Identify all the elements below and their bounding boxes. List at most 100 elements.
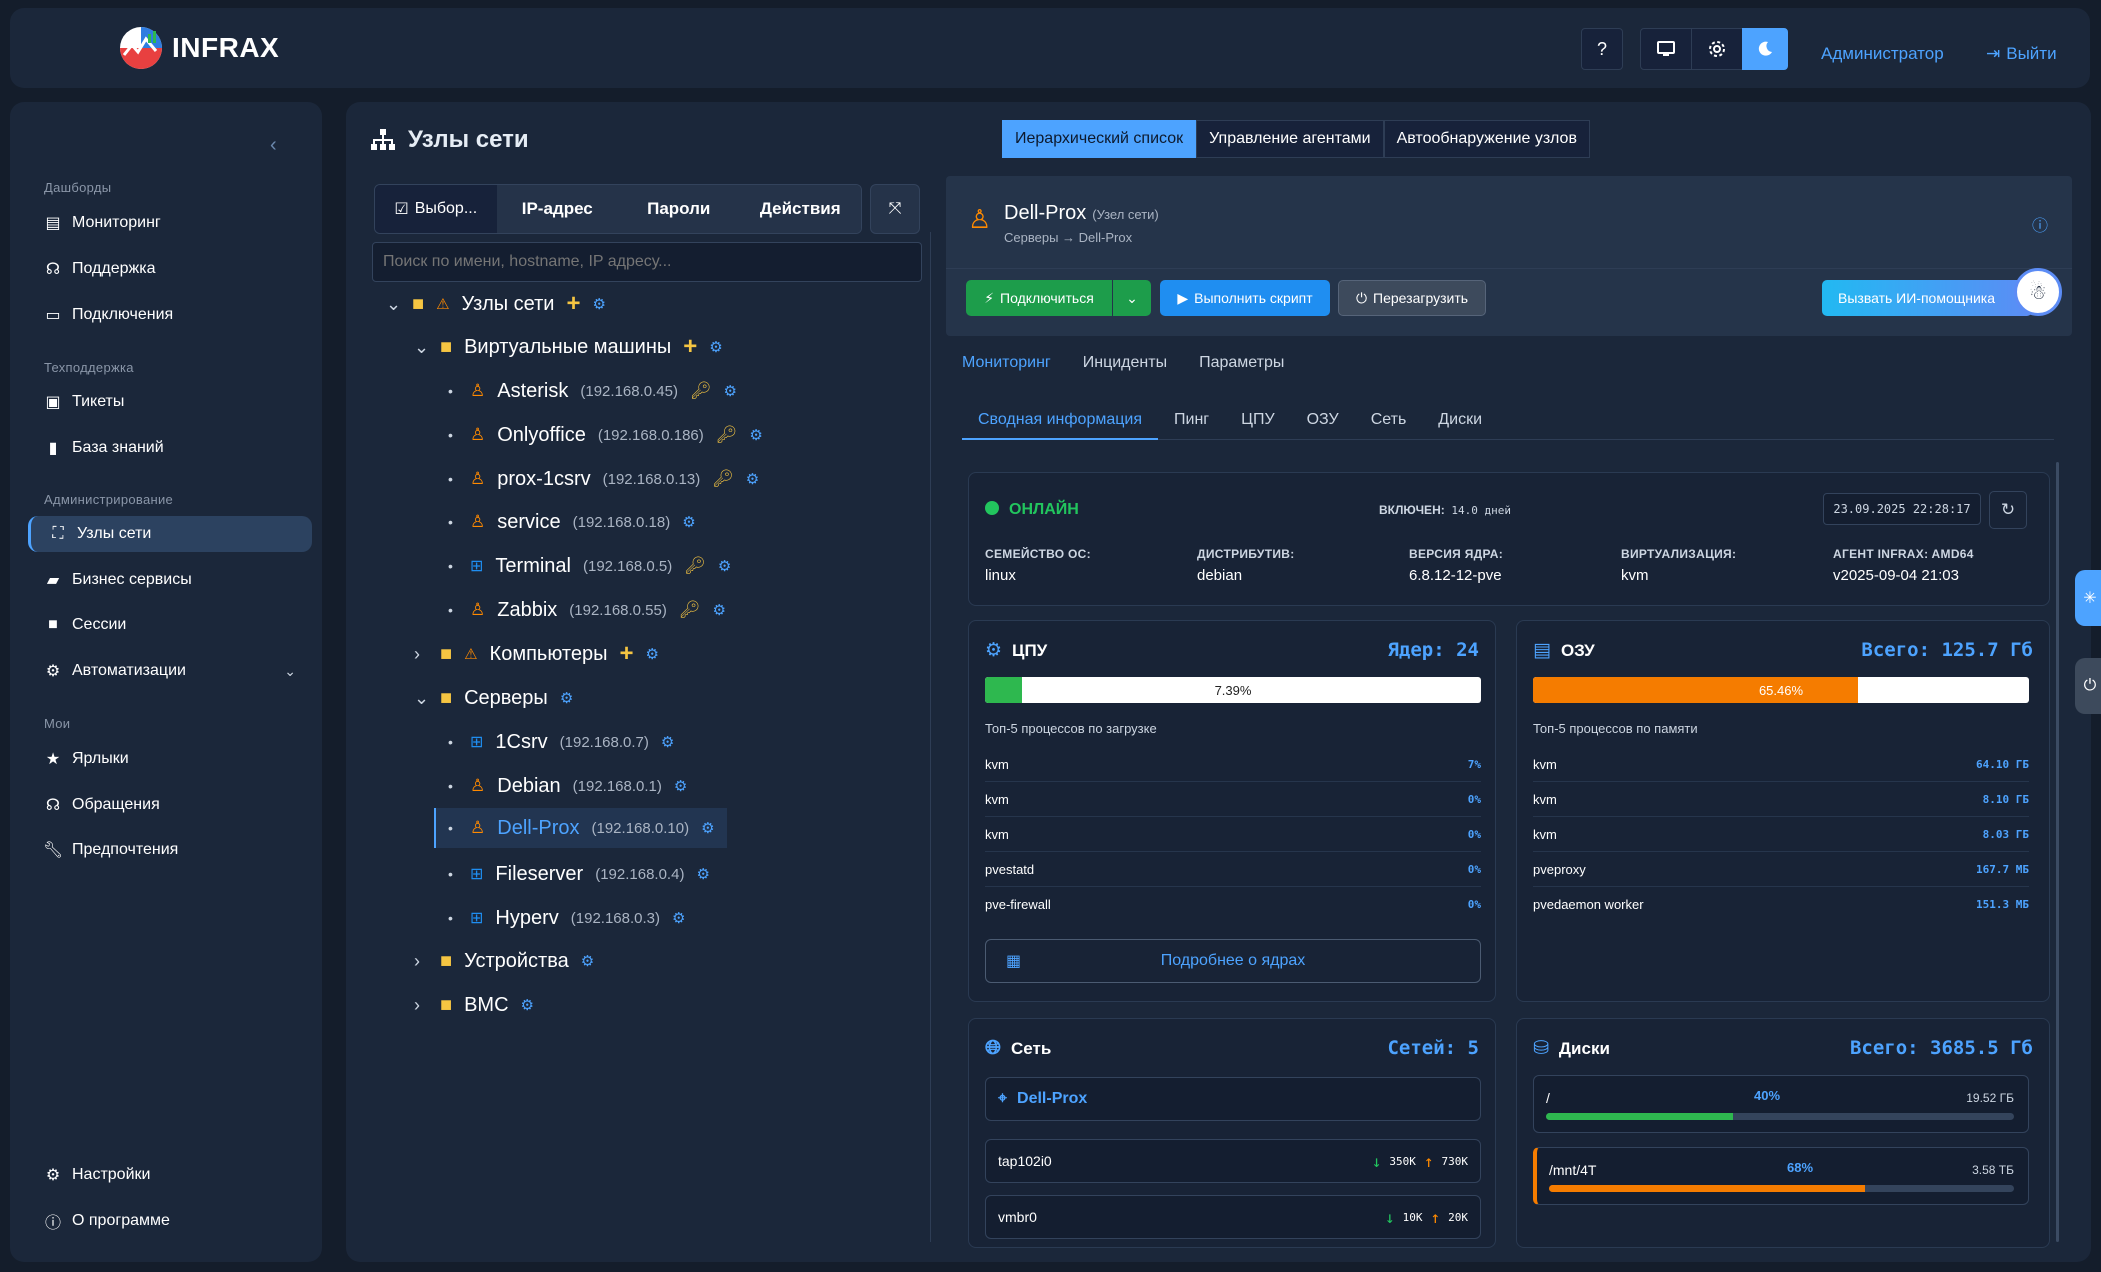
tree-node[interactable]: • ♙ Debian (192.168.0.1) ⚙ [448,766,687,806]
tree-group-computers[interactable]: › ■ ⚠ Компьютеры + ⚙ [414,634,659,674]
gear-icon[interactable]: ⚙ [645,646,659,663]
tab-incidents[interactable]: Инциденты [1082,354,1168,371]
add-icon[interactable]: + [619,640,634,667]
cpu-card: ⚙ ЦПУ Ядер: 24 7.39% Топ-5 процессов по … [968,620,1496,1002]
gear-icon[interactable]: ⚙ [749,427,763,444]
app-logo[interactable]: INFRAX [118,25,279,71]
sidebar-item-network-nodes[interactable]: ⛶ Узлы сети [28,516,312,552]
tab-agents[interactable]: Управление агентами [1196,120,1384,158]
gear-icon[interactable]: ⚙ [682,514,696,531]
sidebar-item-shortcuts[interactable]: ★ Ярлыки [44,741,314,777]
network-host-row[interactable]: ⌖ Dell-Prox [985,1077,1481,1121]
tab-autodiscovery[interactable]: Автообнаружение узлов [1383,120,1590,158]
gear-icon[interactable]: ⚙ [701,820,715,837]
ai-assistant-button[interactable]: Вызвать ИИ-помощника [1822,280,2032,316]
sidebar-item-settings[interactable]: ⚙ Настройки [44,1157,314,1193]
gear-icon[interactable]: ⚙ [673,778,688,795]
tree-node[interactable]: • ⊞ 1Csrv (192.168.0.7) ⚙ [448,722,674,762]
tree-node[interactable]: • ⊞ Terminal (192.168.0.5) 🔑︎ ⚙ [448,546,731,586]
ai-mascot-icon[interactable]: ☃ [2014,268,2062,316]
dark-mode-button[interactable] [1742,28,1788,70]
tree-node[interactable]: • ♙ Onlyoffice (192.168.0.186) 🔑︎ ⚙ [448,415,763,455]
gear-icon[interactable]: ⚙ [592,296,606,313]
subtab-ram[interactable]: ОЗУ [1306,411,1339,428]
tab-hierarchy[interactable]: Иерархический список [1002,120,1197,158]
sidebar-item-preferences[interactable]: 🔧︎ Предпочтения [43,832,314,868]
tree-group-servers[interactable]: ⌄ ■ Серверы ⚙ [414,678,573,718]
gear-icon[interactable]: ⚙ [672,910,686,927]
search-input[interactable] [372,242,922,282]
monitor-toggle-button[interactable] [1640,28,1692,70]
subtab-disks[interactable]: Диски [1438,411,1483,428]
gear-icon[interactable]: ⚙ [745,471,760,488]
tree-node[interactable]: • ♙ Zabbix (192.168.0.55) 🔑︎ ⚙ [448,590,726,630]
cpu-details-button[interactable]: ▦ Подробнее о ядрах [985,939,1481,983]
logout-link[interactable]: ⇥ Выйти [1986,44,2057,64]
gear-icon[interactable]: ⚙ [696,866,710,883]
field-value: kvm [1621,567,1649,584]
gear-icon[interactable]: ⚙ [559,690,574,707]
tree-group-devices[interactable]: › ■ Устройства ⚙ [414,941,594,981]
subtab-ping[interactable]: Пинг [1174,411,1210,428]
network-card: 🌐︎ Сеть Сетей: 5 ⌖ Dell-Prox tap102i0 ↓ … [968,1018,1496,1248]
gear-icon[interactable]: ⚙ [717,558,732,575]
user-link[interactable]: Администратор [1821,44,1944,63]
help-button[interactable]: ? [1581,28,1623,70]
process-row: kvm 0% [985,817,1481,852]
gear-icon[interactable]: ⚙ [660,734,675,751]
tree-node[interactable]: • ⊞ Fileserver (192.168.0.4) ⚙ [448,854,710,894]
tab-monitoring[interactable]: Мониторинг [962,354,1051,371]
subtab-network[interactable]: Сеть [1370,411,1407,428]
tree-group-vms[interactable]: ⌄ ■ Виртуальные машины + ⚙ [414,327,723,367]
passwords-tab[interactable]: Пароли [618,185,740,233]
info-icon[interactable]: ⓘ [2031,218,2048,235]
tree-root[interactable]: ⌄ ■ ⚠ Узлы сети + ⚙ [386,284,606,324]
settings-button[interactable] [1691,28,1743,70]
reboot-button[interactable]: ⏻ Перезагрузить [1338,280,1486,316]
gear-icon[interactable]: ⚙ [723,383,737,400]
collapse-sidebar-button[interactable]: ‹ [270,134,277,156]
add-icon[interactable]: + [683,333,698,360]
power-icon: ⏻ [2083,677,2097,694]
sidebar-item-sessions[interactable]: ■ Сессии [44,607,314,643]
gear-icon[interactable]: ⚙ [709,339,723,356]
sidebar-item-automations[interactable]: ⚙ Автоматизации ⌄ [44,653,314,689]
power-side-tab[interactable]: ⏻ [2075,658,2101,714]
tree-node[interactable]: • ♙ service (192.168.0.18) ⚙ [448,502,696,542]
tree-group-bmc[interactable]: › ■ BMC ⚙ [414,985,534,1025]
sidebar-item-knowledge-base[interactable]: ▮ База знаний [44,430,314,466]
run-script-button[interactable]: ▶ Выполнить скрипт [1160,280,1330,316]
server-icon: ▤ [45,215,61,232]
tree-node[interactable]: • ⊞ Hyperv (192.168.0.3) ⚙ [448,898,685,938]
loading-side-tab[interactable]: ✳ [2075,570,2101,626]
tree-node[interactable]: • ♙ prox-1csrv (192.168.0.13) 🔑︎ ⚙ [448,459,759,499]
sidebar-item-about[interactable]: ⓘ О программе [44,1203,314,1239]
gear-icon[interactable]: ⚙ [580,953,595,970]
gear-icon[interactable]: ⚙ [712,602,726,619]
linux-icon: ♙ [470,818,486,837]
right-scrollbar[interactable] [2056,462,2059,1242]
tab-parameters[interactable]: Параметры [1199,354,1285,371]
refresh-button[interactable]: ↻ [1989,491,2027,529]
subtab-cpu[interactable]: ЦПУ [1241,411,1275,428]
ip-address-tab[interactable]: IP-адрес [496,185,618,233]
process-value: 0% [1467,898,1481,911]
panel-divider [930,232,931,1242]
subtab-summary[interactable]: Сводная информация [978,411,1142,428]
expand-collapse-button[interactable]: ⤧ [870,184,920,234]
gear-icon[interactable]: ⚙ [520,997,534,1014]
sidebar-item-tickets[interactable]: ▣ Тикеты [44,384,314,420]
select-tab[interactable]: ☑ Выбор... [375,185,497,233]
sidebar-item-business-services[interactable]: ▰ Бизнес сервисы [44,562,314,598]
sidebar-item-connections[interactable]: ▭ Подключения [44,297,314,333]
connect-dropdown-button[interactable]: ⌄ [1113,280,1151,316]
tree-node-selected[interactable]: • ♙ Dell-Prox (192.168.0.10) ⚙ [434,808,727,848]
sidebar-item-monitoring[interactable]: ▤ Мониторинг [44,205,314,241]
sidebar-item-support[interactable]: ☊ Поддержка [44,251,314,287]
tree-node[interactable]: • ♙ Asterisk (192.168.0.45) 🔑︎ ⚙ [448,371,737,411]
actions-tab[interactable]: Действия [739,185,861,233]
sidebar-item-requests[interactable]: ☊ Обращения [44,787,314,823]
connect-button[interactable]: ⚡︎ Подключиться [966,280,1112,316]
add-icon[interactable]: + [566,290,581,317]
tree-label: Компьютеры [489,642,608,665]
